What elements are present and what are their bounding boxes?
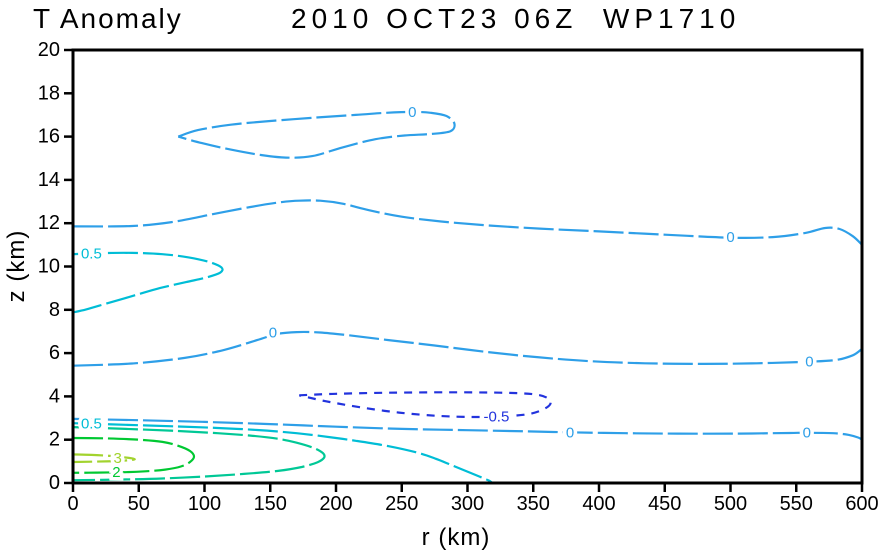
y-tick-label: 4 xyxy=(49,385,60,407)
contour-label: 0 xyxy=(805,353,813,370)
y-tick-label: 6 xyxy=(49,342,60,364)
y-tick-label: 18 xyxy=(38,82,60,104)
x-tick-label: 150 xyxy=(254,493,287,515)
contour-label: 0 xyxy=(726,229,734,246)
contour-label: 0 xyxy=(803,424,811,441)
contour-label: 0.5 xyxy=(81,416,102,433)
x-tick-label: 50 xyxy=(128,493,150,515)
y-tick-label: 8 xyxy=(49,299,60,321)
y-tick-label: 12 xyxy=(38,212,60,234)
x-tick-label: 450 xyxy=(648,493,681,515)
x-tick-label: 600 xyxy=(845,493,878,515)
y-tick-label: 16 xyxy=(38,126,60,148)
x-tick-label: 200 xyxy=(319,493,352,515)
contour-line-level-0 xyxy=(177,110,456,159)
x-tick-label: 100 xyxy=(188,493,221,515)
y-tick-label: 2 xyxy=(49,429,60,451)
contour-label: 0 xyxy=(269,325,277,342)
x-tick-label: 0 xyxy=(67,493,78,515)
plot-frame xyxy=(71,48,864,485)
x-tick-label: 250 xyxy=(385,493,418,515)
x-tick-label: 400 xyxy=(582,493,615,515)
contour-line-level-0 xyxy=(72,199,863,246)
x-tick-label: 550 xyxy=(780,493,813,515)
y-tick-label: 0 xyxy=(49,472,60,494)
y-tick-label: 14 xyxy=(38,169,60,191)
contour-label: 0.5 xyxy=(81,245,102,262)
y-tick-label: 10 xyxy=(38,256,60,278)
contour-line-level-3 xyxy=(72,453,136,464)
contour-line-level--0.5 xyxy=(298,391,552,419)
x-tick-label: 350 xyxy=(517,493,550,515)
contour-label: 3 xyxy=(114,450,122,467)
contour-line-level-2 xyxy=(72,436,196,474)
x-tick-label: 300 xyxy=(451,493,484,515)
plot-title-variable: T Anomaly xyxy=(33,3,183,34)
contour-label: 0 xyxy=(408,104,416,121)
contour-line-level-0.5 xyxy=(72,251,224,314)
contour-line-level-0 xyxy=(72,417,863,441)
contour-line-level-0 xyxy=(72,330,863,367)
contour-label: -0.5 xyxy=(483,409,509,426)
contour-label: 0 xyxy=(566,424,574,441)
contour-label: 2 xyxy=(112,464,120,481)
contour-line-level-0.5 xyxy=(72,422,494,484)
y-tick-label: 20 xyxy=(38,39,60,61)
plot-title-datetime: 2010 OCT23 06Z WP1710 xyxy=(291,3,741,34)
contour-line-level-1 xyxy=(72,426,326,482)
x-axis-label: r (km) xyxy=(421,524,491,551)
x-tick-label: 500 xyxy=(714,493,747,515)
